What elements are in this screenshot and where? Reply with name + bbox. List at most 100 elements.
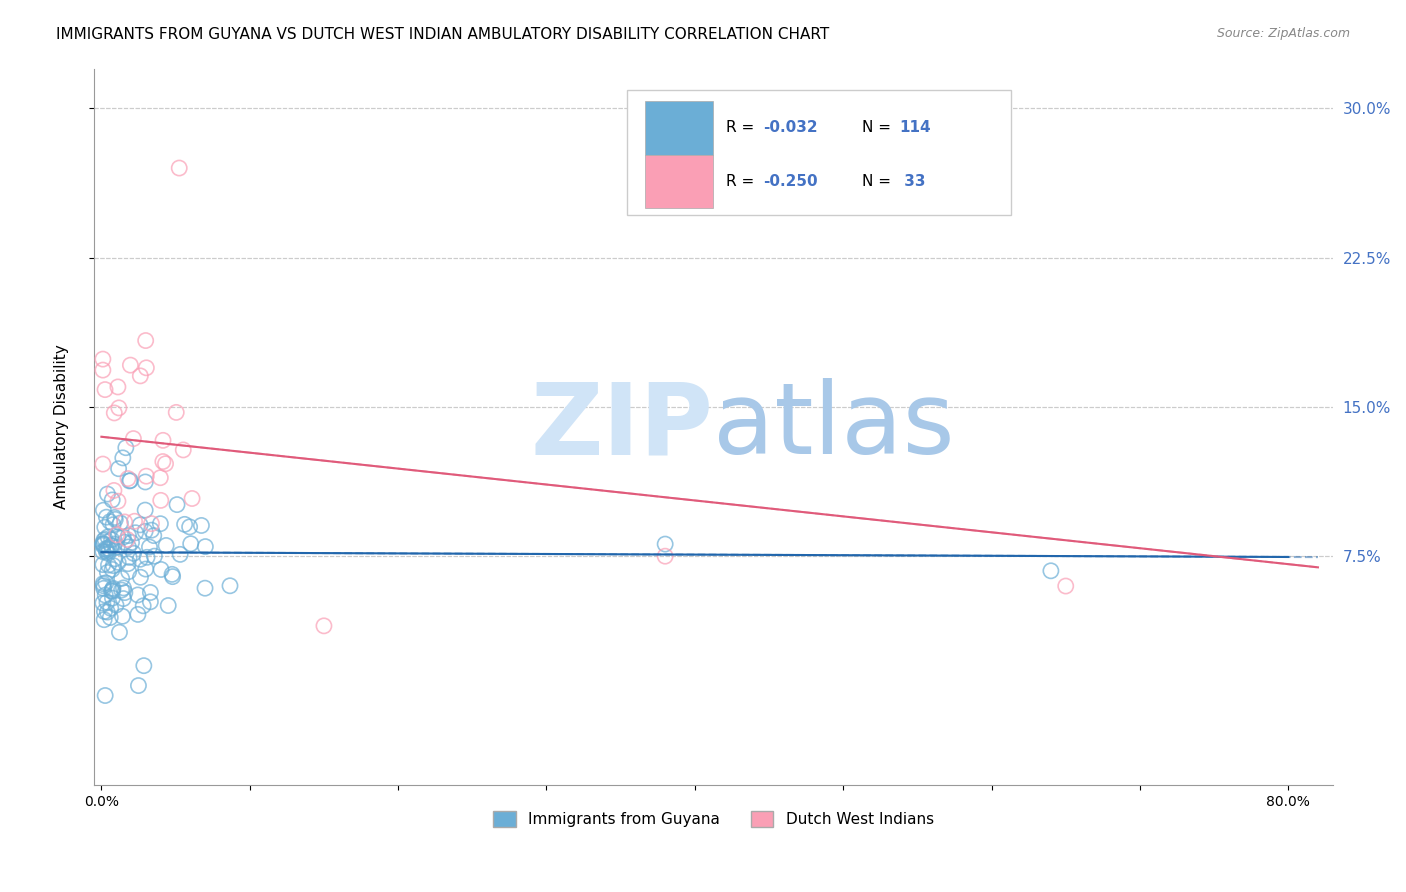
Point (120, 474, 142, 488)
Point (127, 679, 149, 693)
Point (94, 575, 117, 590)
Point (108, 401, 131, 415)
Point (165, 405, 187, 419)
Point (112, 581, 135, 595)
Point (129, 570, 152, 584)
Point (179, 520, 201, 534)
Point (120, 358, 142, 372)
Point (160, 567, 183, 582)
Point (111, 572, 134, 586)
Point (121, 535, 143, 549)
Point (118, 565, 141, 579)
Point (194, 540, 217, 554)
Point (155, 457, 177, 471)
Point (129, 552, 152, 566)
Point (101, 517, 124, 532)
Point (127, 607, 149, 622)
FancyBboxPatch shape (627, 90, 1011, 215)
Point (110, 516, 132, 530)
Point (129, 368, 152, 383)
Point (91, 558, 114, 572)
Point (91, 545, 114, 559)
Point (166, 498, 188, 512)
Point (96, 545, 118, 559)
Point (100, 584, 122, 599)
Point (103, 510, 125, 524)
Point (1054, 579, 1077, 593)
Point (115, 441, 138, 455)
Point (96, 566, 118, 580)
Point (108, 625, 131, 640)
Text: R =: R = (725, 120, 759, 135)
Text: R =: R = (725, 174, 759, 188)
Point (104, 512, 127, 526)
Point (103, 406, 125, 420)
Point (180, 537, 202, 551)
Point (115, 533, 138, 547)
Point (104, 551, 127, 566)
Point (138, 540, 160, 554)
Point (117, 528, 139, 542)
Point (654, 549, 676, 564)
Point (107, 461, 129, 475)
Point (167, 161, 190, 175)
Point (94, 383, 117, 397)
Point (134, 524, 156, 539)
Point (129, 517, 152, 532)
Point (91, 537, 114, 551)
Point (101, 562, 124, 576)
Point (110, 582, 132, 597)
Point (94, 520, 117, 534)
Point (117, 557, 139, 571)
Point (93, 605, 115, 619)
Point (134, 475, 156, 489)
Point (141, 516, 163, 531)
Text: IMMIGRANTS FROM GUYANA VS DUTCH WEST INDIAN AMBULATORY DISABILITY CORRELATION CH: IMMIGRANTS FROM GUYANA VS DUTCH WEST IND… (56, 27, 830, 42)
Point (111, 609, 134, 624)
Point (96, 542, 118, 557)
Point (101, 582, 124, 597)
Text: ZIP: ZIP (530, 378, 713, 475)
Point (94, 689, 117, 703)
Point (135, 562, 157, 576)
Point (98, 515, 121, 529)
Point (169, 547, 191, 561)
Point (190, 518, 212, 533)
Point (97, 541, 120, 556)
Point (172, 442, 194, 457)
Point (149, 516, 172, 531)
Point (105, 541, 128, 555)
Point (136, 550, 159, 565)
Point (117, 472, 139, 486)
Point (124, 525, 146, 540)
Text: Source: ZipAtlas.com: Source: ZipAtlas.com (1216, 27, 1350, 40)
Point (112, 530, 135, 544)
Point (1039, 564, 1062, 578)
Point (132, 658, 155, 673)
Point (91, 576, 114, 591)
Point (94, 541, 117, 556)
Point (194, 581, 217, 595)
Point (91, 457, 114, 471)
Text: 33: 33 (900, 174, 925, 188)
Point (143, 549, 166, 563)
Point (152, 454, 174, 468)
Point (107, 555, 129, 569)
Point (91, 363, 114, 377)
Point (162, 569, 184, 583)
Point (101, 584, 124, 599)
Point (157, 599, 180, 613)
Point (93, 613, 115, 627)
Point (149, 493, 172, 508)
Point (91, 352, 114, 367)
Point (100, 601, 122, 615)
Point (124, 514, 146, 528)
Point (100, 539, 122, 553)
Point (94, 533, 117, 547)
Point (107, 380, 129, 394)
Point (93, 582, 115, 596)
Point (93, 533, 115, 548)
Point (101, 591, 124, 606)
Point (93, 503, 115, 517)
Point (118, 474, 141, 488)
